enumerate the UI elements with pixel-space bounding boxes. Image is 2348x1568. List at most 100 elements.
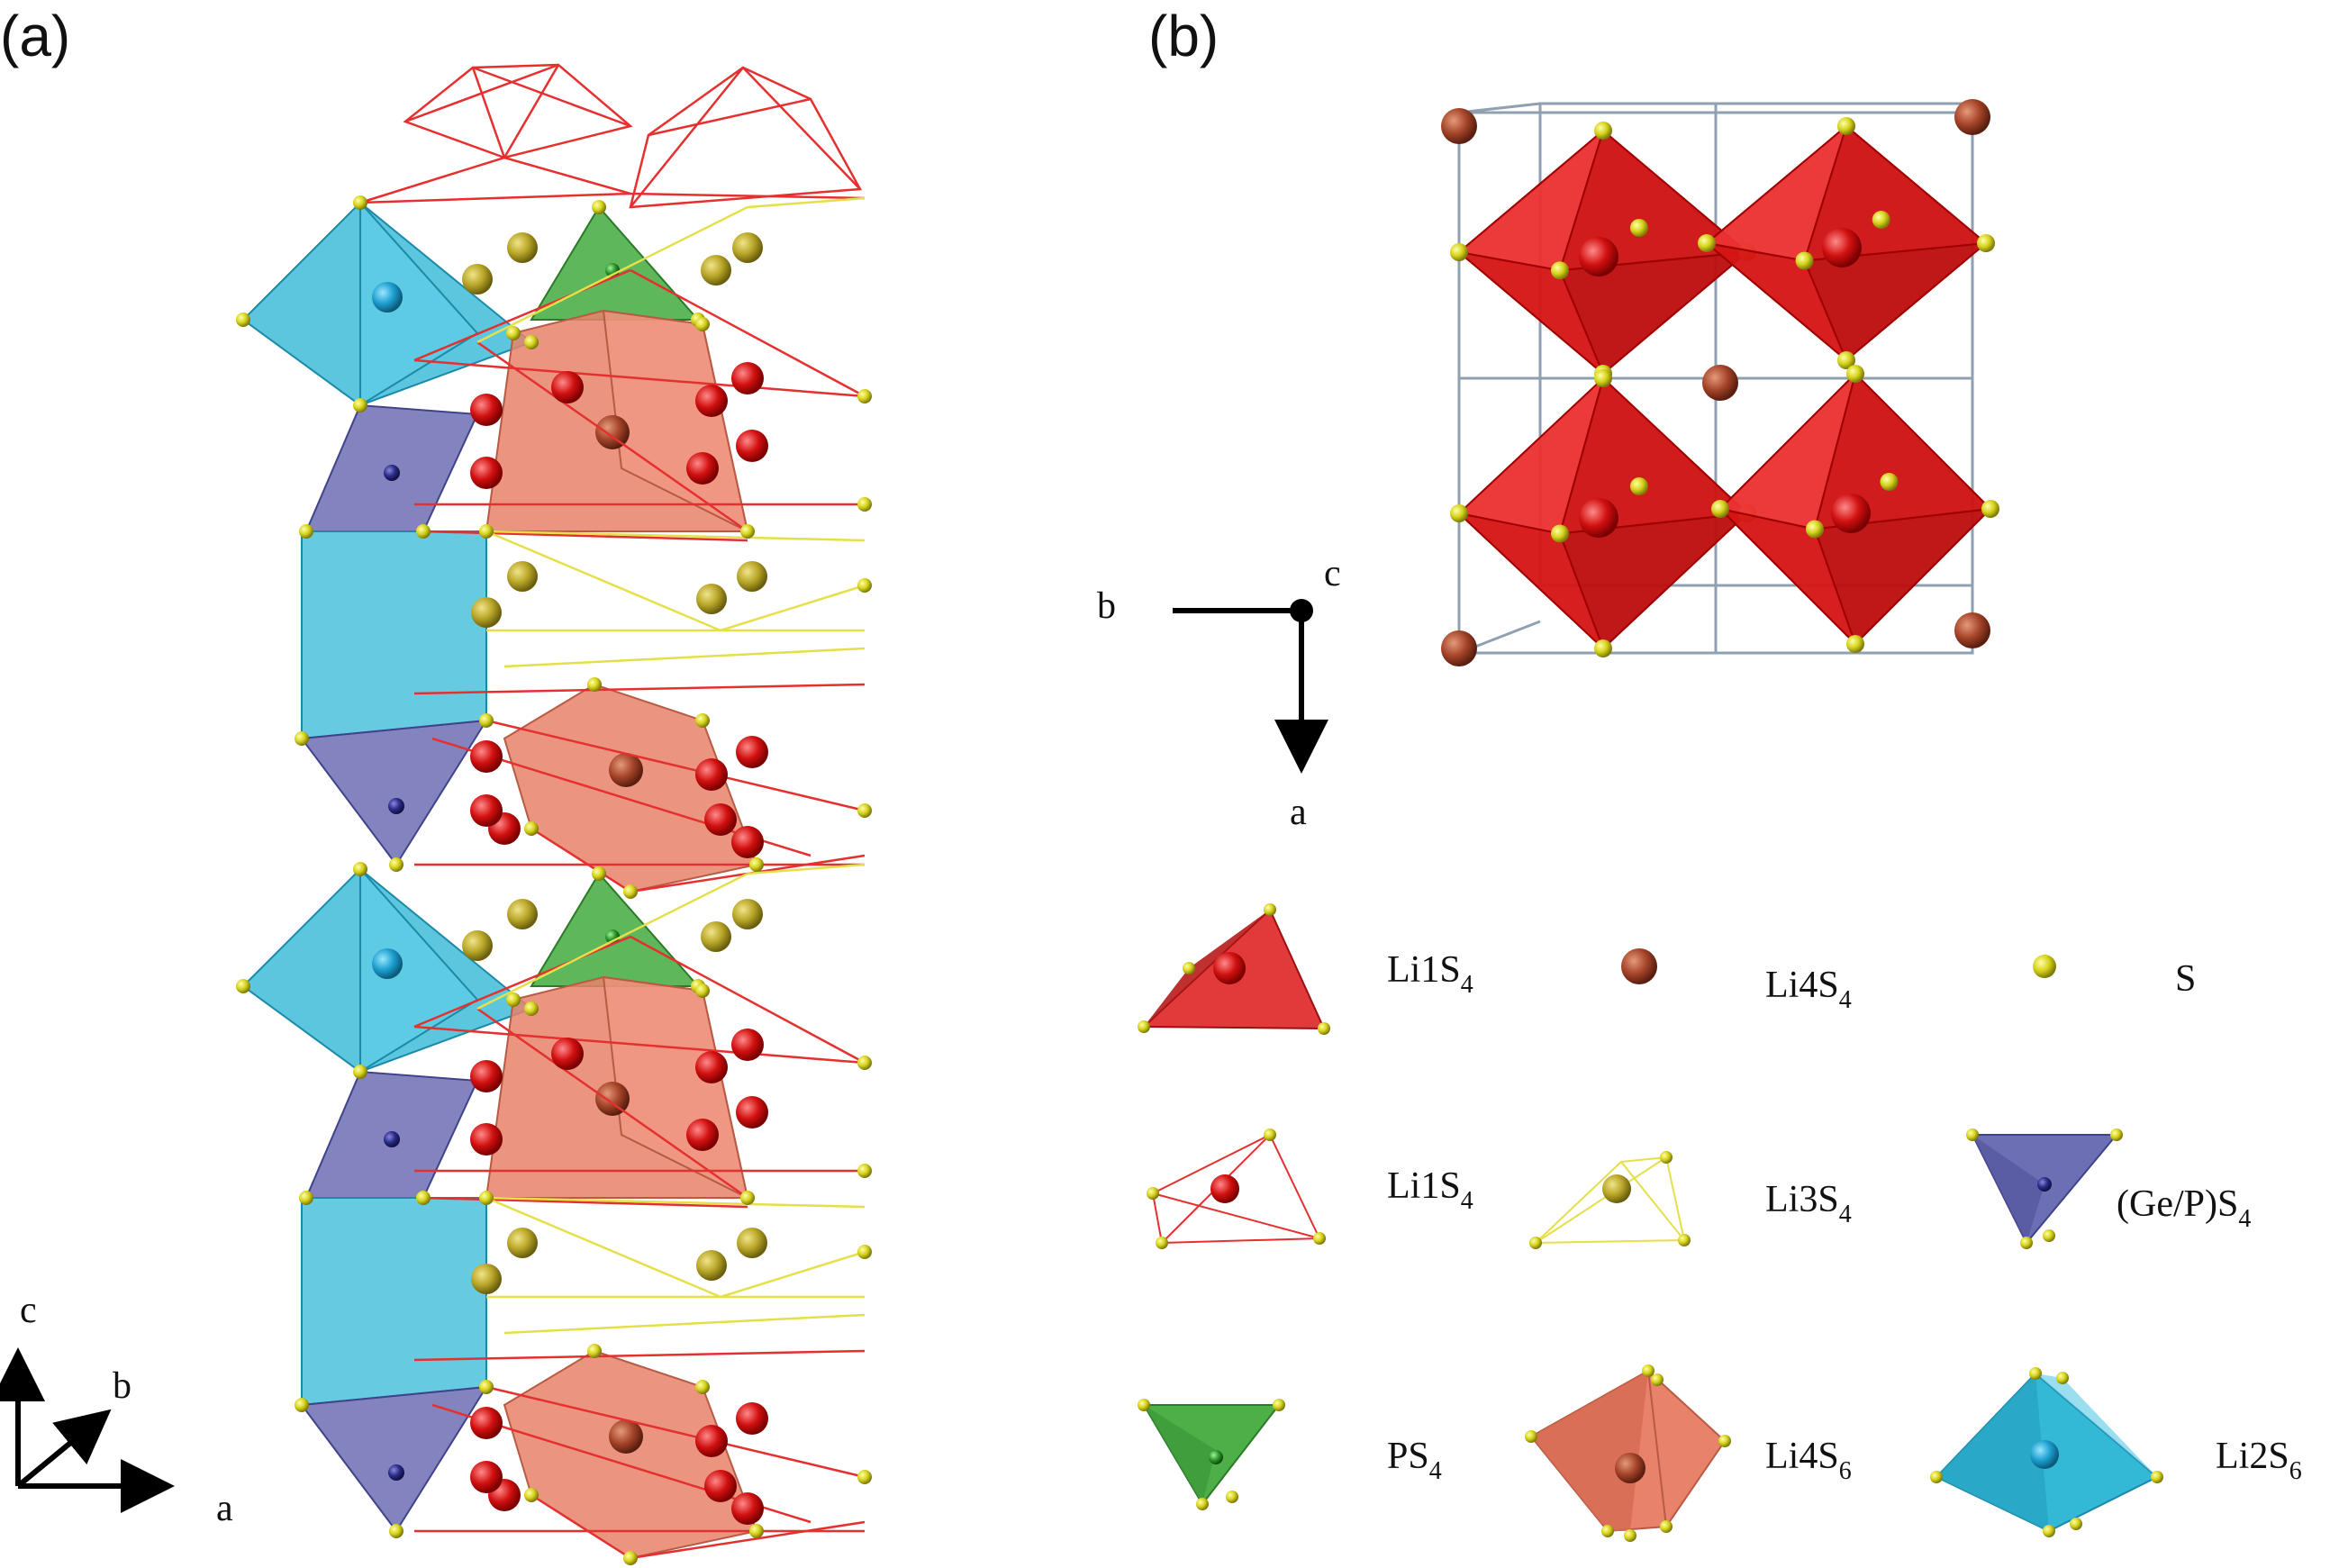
legend-text-li2s6: Li2S6 — [2216, 1436, 2302, 1485]
s-atom — [236, 979, 250, 993]
li1s4-wire-edge — [476, 340, 748, 533]
octa-face — [1813, 507, 1993, 646]
legend-text-li4s4: Li4S4 — [1765, 965, 1852, 1014]
li3-atom — [701, 921, 731, 952]
s-atom — [416, 1191, 431, 1205]
li1-atom — [551, 371, 584, 403]
li1-atom — [731, 1029, 764, 1061]
s-atom — [1594, 639, 1612, 657]
li1-center — [1579, 237, 1618, 276]
s-atom — [524, 335, 539, 349]
li3-atom — [507, 561, 538, 592]
s-atom — [506, 326, 521, 340]
li1-atom — [470, 1461, 503, 1493]
li1-atom — [736, 1402, 768, 1435]
li1-atom — [470, 740, 503, 773]
li1s4-wire-edge — [476, 1007, 748, 1200]
axis-b-a-label: a — [1290, 792, 1307, 833]
legend-text-li1s4-wire: Li1S4 — [1387, 1165, 1473, 1215]
s-atom — [1551, 261, 1569, 280]
axes-b — [1173, 608, 1328, 774]
li1s4-wire-edge — [413, 1025, 866, 1065]
s-atom — [1977, 234, 1995, 252]
s-atom — [524, 1002, 539, 1016]
li3s4-wire — [476, 863, 866, 1335]
li3-atom — [471, 1264, 502, 1294]
s-atom — [1630, 477, 1648, 495]
s-atom — [353, 398, 367, 412]
li3s4-wire-edge — [476, 872, 748, 1011]
s-atom — [1630, 219, 1648, 237]
gep-center — [384, 465, 400, 481]
s-atom — [623, 1551, 638, 1565]
li4-atom — [1954, 99, 1990, 135]
s-atom — [623, 884, 638, 899]
li4s6-center — [595, 415, 630, 449]
panel-a-label: (a) — [0, 4, 70, 68]
li4s6-lower-center — [609, 753, 643, 787]
s-atom — [299, 1191, 313, 1205]
structure-slab — [236, 195, 872, 899]
legend-icon-li3s4 — [1529, 1151, 1691, 1249]
li3-atom — [737, 561, 767, 592]
li3-atom — [701, 255, 731, 286]
s-atom — [479, 524, 494, 539]
s-atom — [592, 866, 606, 881]
gep-center — [384, 1131, 400, 1147]
gep-s4-lower — [300, 719, 488, 866]
li3-atom — [462, 264, 493, 295]
s-atom — [236, 313, 250, 327]
li3s4-wire-edge — [747, 863, 866, 875]
s-atom — [1551, 524, 1569, 543]
s-atom — [1711, 500, 1729, 518]
s-atom — [695, 713, 710, 728]
li4-atom — [1702, 365, 1738, 401]
li3s4-wire-edge — [503, 647, 866, 668]
li3-atom — [732, 232, 763, 263]
s-atom — [592, 200, 606, 214]
li1-center — [1822, 228, 1862, 267]
panel-b-label: (b) — [1148, 4, 1219, 68]
legend-icon-li1s4-wire — [1147, 1128, 1326, 1249]
li1s4-wire-edge — [530, 827, 631, 893]
li3s4-wire-edge — [503, 1313, 866, 1335]
s-atom — [587, 677, 602, 692]
li3s4-wire-edge — [747, 196, 866, 209]
panel-a-blocks — [236, 195, 872, 1565]
li3-atom — [471, 597, 502, 628]
li1-atom — [731, 1492, 764, 1525]
s-atom — [1795, 251, 1814, 270]
li1-atom — [736, 430, 768, 462]
legend-text-gep-s4: (Ge/P)S4 — [2117, 1183, 2251, 1233]
panel-a-structure — [236, 63, 872, 1565]
li1-atom — [731, 362, 764, 394]
s-atom — [1594, 369, 1612, 387]
li1-atom — [704, 803, 737, 836]
s-atom — [695, 1380, 710, 1394]
li1-atom — [736, 1096, 768, 1128]
s-atom — [524, 1488, 539, 1502]
axis-b-c-dot — [1290, 599, 1313, 622]
li1-atom — [470, 1407, 503, 1439]
li3s4-wire-edge — [485, 1196, 866, 1209]
axis-a-c-label: c — [20, 1290, 37, 1331]
li4-atom — [1954, 612, 1990, 648]
s-atom — [1806, 520, 1824, 539]
li1s4-wire — [413, 268, 866, 893]
s-atom — [1981, 500, 1999, 518]
s-atom — [353, 1065, 367, 1079]
s-atom — [1837, 117, 1855, 135]
li1-atom — [731, 826, 764, 858]
li3s4-wire-edge — [485, 530, 866, 542]
s-atom — [299, 524, 313, 539]
li1s4-octahedron — [1698, 117, 1995, 369]
li1s4-octahedron — [1450, 369, 1756, 657]
li1s4-wire-edge — [630, 935, 866, 1065]
s-atom — [695, 983, 710, 998]
legend-icon-li4s6 — [1525, 1364, 1731, 1542]
s-atom — [389, 857, 403, 872]
s-atom — [749, 857, 764, 872]
li1-atom — [695, 1425, 728, 1457]
li1-center — [1831, 494, 1871, 533]
li3-atom — [696, 1250, 727, 1281]
